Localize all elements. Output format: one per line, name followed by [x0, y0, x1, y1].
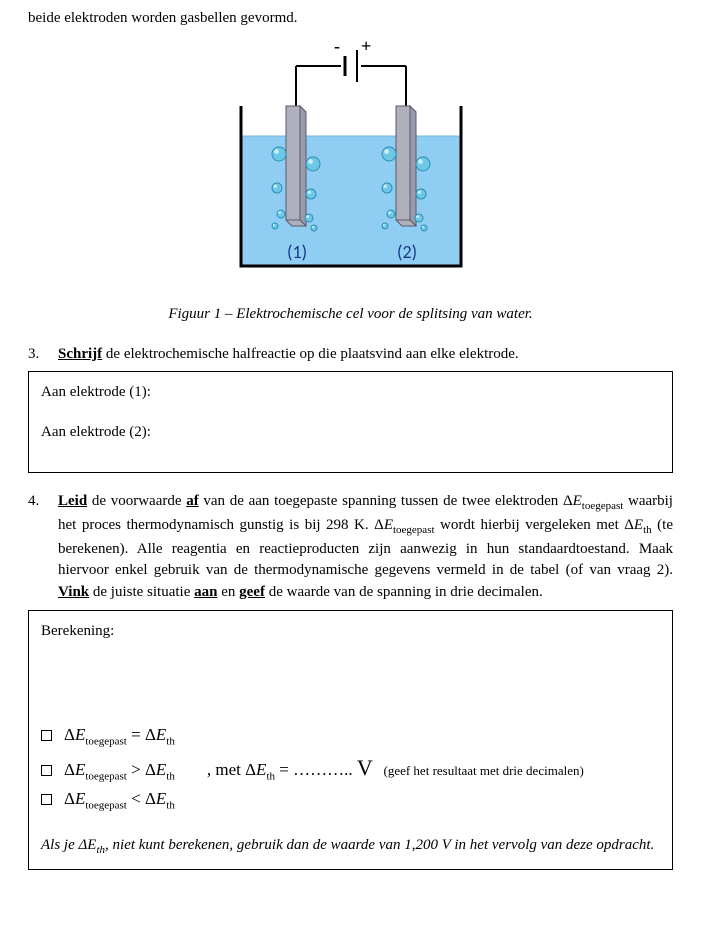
q3-answer-box: Aan elektrode (1): Aan elektrode (2):: [28, 371, 673, 473]
gt-hint: (geef het resultaat met drie decimalen): [377, 763, 584, 778]
r2s3: th: [266, 770, 275, 782]
r1eq: = Δ: [127, 725, 156, 744]
q4-s11: en: [217, 584, 239, 600]
q4-s4: van de aan toegepaste spanning tussen de…: [199, 493, 573, 509]
r2hint: (geef het resultaat met drie decimalen): [383, 763, 583, 778]
q4-s9: de juiste situatie: [89, 584, 194, 600]
r1c: E: [156, 725, 166, 744]
calc-heading: Berekening:: [41, 621, 660, 643]
q4-sub3: th: [643, 524, 652, 536]
q4-text: Leid de voorwaarde af van de aan toegepa…: [58, 491, 673, 604]
r2d: E: [256, 760, 266, 779]
q4-calc-box: Berekening: ΔEtoegepast = ΔEth ΔEtoegepa…: [28, 610, 673, 870]
fba: Als je Δ: [41, 837, 87, 853]
q4-sub2: toegepast: [393, 524, 435, 536]
question-4: 4. Leid de voorwaarde af van de aan toeg…: [28, 491, 673, 604]
eq-expr: ΔEtoegepast = ΔEth: [64, 723, 175, 750]
electrode2-label: Aan elektrode (2):: [41, 422, 660, 444]
r1b: E: [75, 725, 85, 744]
svg-text:+: +: [361, 36, 371, 56]
q4-s3: af: [186, 493, 199, 509]
r2a: Δ: [64, 760, 75, 779]
q4-sub1: toegepast: [582, 500, 624, 512]
r2s2: th: [166, 770, 175, 782]
r3c: E: [156, 789, 166, 808]
check-row-lt: ΔEtoegepast < ΔEth: [41, 787, 660, 814]
r1s2: th: [166, 735, 175, 747]
gt-result: , met ΔEth = ……….. V (geef het resultaat…: [207, 752, 584, 785]
q4-s6: wordt hierbij vergeleken met Δ: [435, 517, 634, 533]
r1a: Δ: [64, 725, 75, 744]
r3b: E: [75, 789, 85, 808]
r2eq: = ………..: [275, 760, 357, 779]
figure-container: - + (1) (2): [28, 36, 673, 296]
q3-rest: de elektrochemische halfreactie op die p…: [102, 346, 518, 362]
checkbox-eq[interactable]: [41, 730, 52, 741]
intro-text: beide elektroden worden gasbellen gevorm…: [28, 8, 673, 30]
r2gt: > Δ: [127, 760, 156, 779]
electrolysis-diagram: - + (1) (2): [201, 36, 501, 296]
q4-s10: aan: [194, 584, 217, 600]
question-3: 3. Schrijf de elektrochemische halfreact…: [28, 344, 673, 366]
q4-s1: Leid: [58, 493, 87, 509]
q4-s12: geef: [239, 584, 265, 600]
q4-s2: de voorwaarde: [87, 493, 186, 509]
check-row-gt: ΔEtoegepast > ΔEth , met ΔEth = ……….. V …: [41, 752, 660, 785]
q3-text: Schrijf de elektrochemische halfreactie …: [58, 344, 519, 366]
q4-s13: de waarde van de spanning in drie decima…: [265, 584, 543, 600]
svg-text:-: -: [334, 36, 340, 56]
fbs: th: [96, 844, 105, 856]
r1s1: toegepast: [85, 735, 127, 747]
checkbox-gt[interactable]: [41, 765, 52, 776]
check-options: ΔEtoegepast = ΔEth ΔEtoegepast > ΔEth , …: [41, 723, 660, 815]
gt-expr: ΔEtoegepast > ΔEth: [64, 758, 175, 785]
figure-caption: Figuur 1 – Elektrochemische cel voor de …: [28, 304, 673, 326]
r3lt: < Δ: [127, 789, 156, 808]
r3a: Δ: [64, 789, 75, 808]
q3-verb: Schrijf: [58, 346, 102, 362]
q4-s5b: E: [384, 517, 393, 533]
fallback-note: Als je ΔEth, niet kunt berekenen, gebrui…: [41, 835, 660, 859]
svg-text:(1): (1): [287, 241, 307, 263]
r2c: E: [156, 760, 166, 779]
r2s1: toegepast: [85, 770, 127, 782]
lt-expr: ΔEtoegepast < ΔEth: [64, 787, 175, 814]
q3-number: 3.: [28, 344, 48, 366]
svg-text:(2): (2): [397, 241, 417, 263]
r3s2: th: [166, 800, 175, 812]
r3s1: toegepast: [85, 800, 127, 812]
q4-s8: Vink: [58, 584, 89, 600]
check-row-eq: ΔEtoegepast = ΔEth: [41, 723, 660, 750]
r2V: V: [357, 755, 373, 780]
checkbox-lt[interactable]: [41, 794, 52, 805]
q4-s6b: E: [634, 517, 643, 533]
r2b: E: [75, 760, 85, 779]
fbc: , niet kunt berekenen, gebruik dan de wa…: [105, 837, 654, 853]
q4-number: 4.: [28, 491, 48, 604]
q4-s4b: E: [573, 493, 582, 509]
electrode1-label: Aan elektrode (1):: [41, 382, 660, 404]
r2mid: , met Δ: [207, 760, 256, 779]
